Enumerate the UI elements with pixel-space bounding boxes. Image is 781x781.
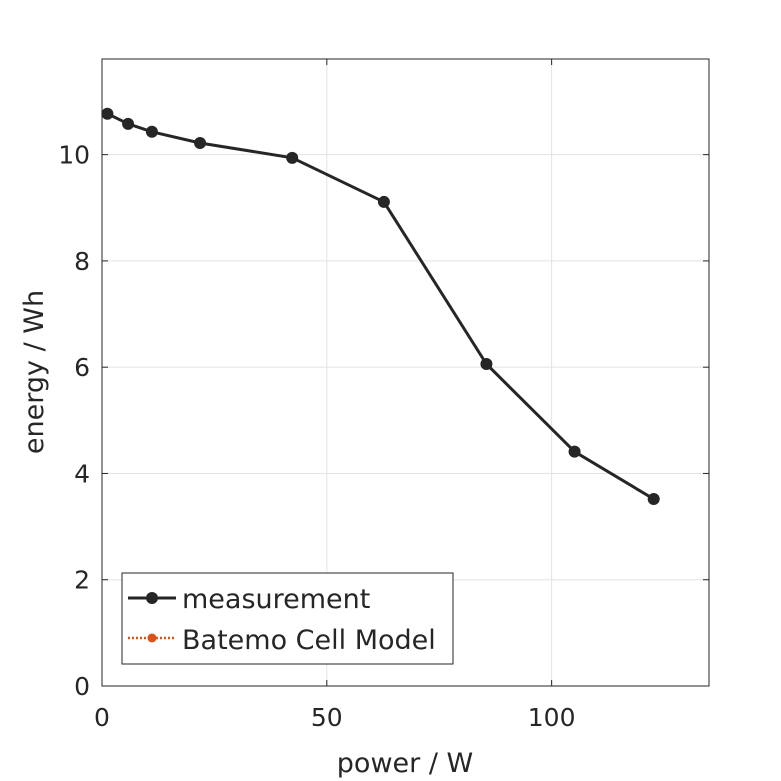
legend-label-batemo-cell-model: Batemo Cell Model — [182, 625, 436, 656]
y-axis-label: energy / Wh — [19, 290, 50, 454]
x-tick-labels: 0 50 100 — [94, 703, 575, 732]
series-layer — [101, 107, 660, 505]
x-tick-label: 100 — [528, 703, 576, 732]
y-tick-label: 4 — [74, 459, 90, 488]
tick-marks — [101, 59, 709, 687]
data-point-measurement — [122, 117, 135, 130]
legend-item-measurement: measurement — [128, 584, 370, 615]
y-tick-labels: 0 2 4 6 8 10 — [58, 141, 90, 701]
x-axis-label: power / W — [337, 748, 473, 779]
data-point-measurement — [480, 357, 493, 370]
y-tick-label: 0 — [74, 672, 90, 701]
y-tick-label: 10 — [58, 141, 90, 170]
data-point-measurement — [145, 125, 158, 138]
x-tick-label: 50 — [311, 703, 343, 732]
data-point-measurement — [286, 151, 299, 164]
axes-box — [101, 58, 710, 687]
legend: measurement Batemo Cell Model — [121, 572, 454, 665]
legend-marker-batemo-cell-model — [147, 633, 157, 643]
legend-marker-measurement — [146, 592, 158, 604]
y-tick-label: 6 — [74, 353, 90, 382]
legend-item-batemo-cell-model: Batemo Cell Model — [128, 625, 436, 656]
data-point-measurement — [568, 445, 581, 458]
y-tick-label: 2 — [74, 566, 90, 595]
data-point-measurement — [101, 107, 114, 120]
legend-label-measurement: measurement — [182, 584, 370, 615]
x-tick-label: 0 — [94, 703, 110, 732]
y-tick-label: 8 — [74, 247, 90, 276]
data-point-measurement — [647, 492, 660, 505]
data-point-measurement — [377, 195, 390, 208]
data-point-measurement — [194, 136, 207, 149]
legend-box — [121, 572, 454, 665]
